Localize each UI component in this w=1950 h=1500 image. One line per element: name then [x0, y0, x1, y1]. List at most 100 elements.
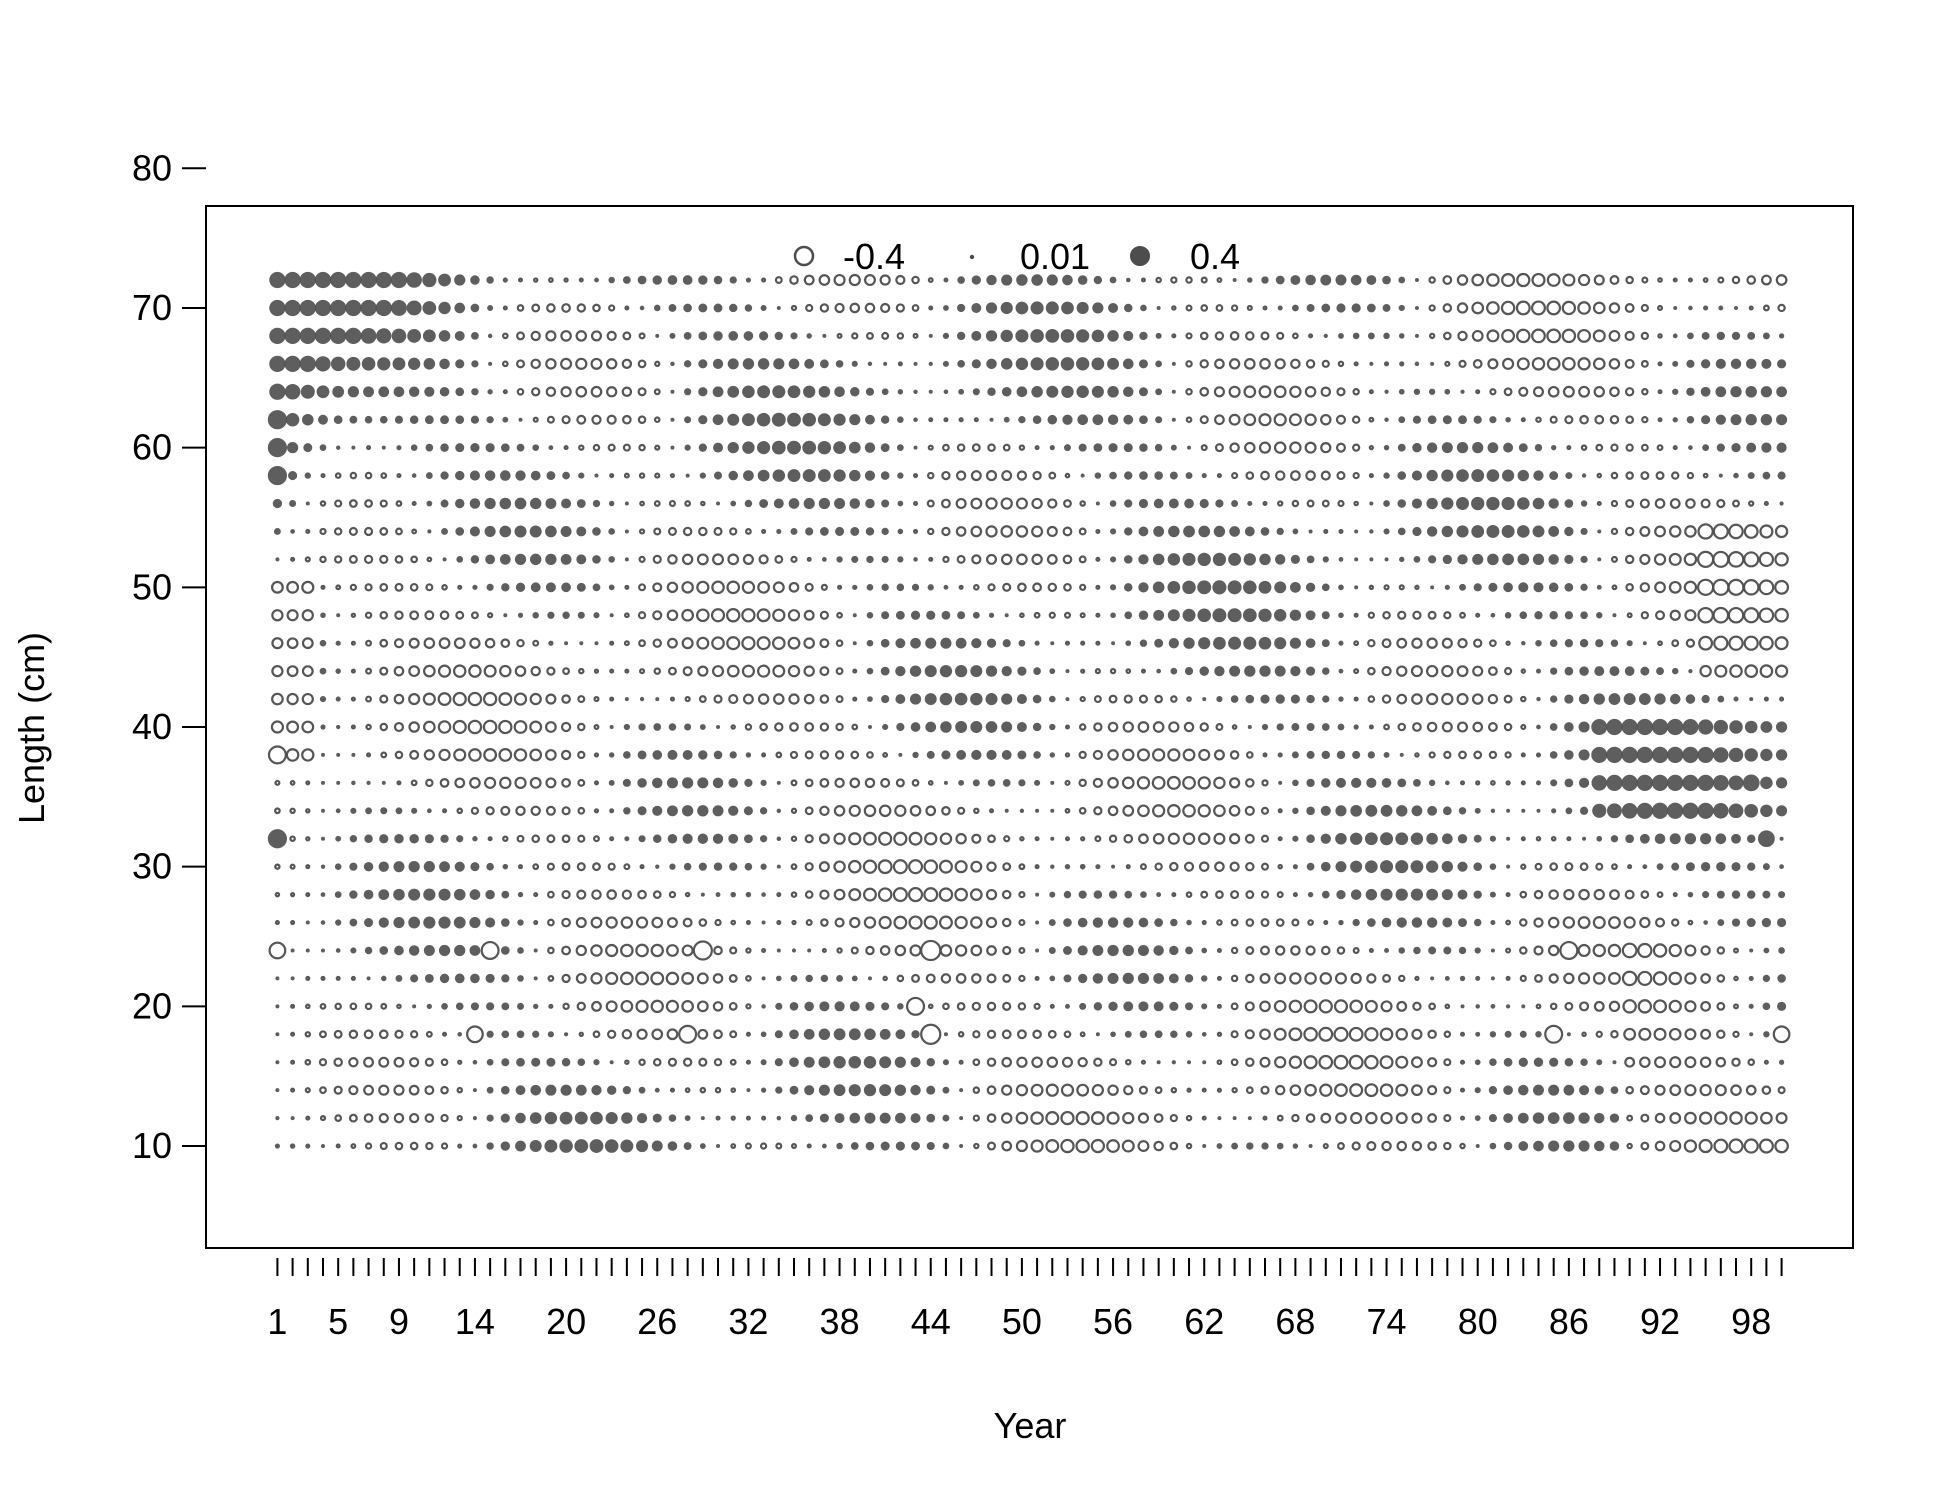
residual-bubble	[378, 917, 389, 928]
residual-bubble	[1426, 442, 1438, 453]
residual-bubble	[729, 862, 738, 871]
residual-bubble	[1592, 972, 1606, 985]
residual-bubble	[682, 749, 693, 760]
residual-bubble	[1761, 358, 1772, 369]
residual-bubble	[1595, 443, 1604, 452]
residual-bubble	[533, 920, 539, 926]
residual-bubble	[1473, 834, 1482, 843]
residual-bubble	[1170, 1030, 1178, 1039]
residual-bubble	[1549, 1057, 1559, 1067]
residual-bubble	[834, 302, 845, 314]
residual-bubble	[1368, 724, 1374, 730]
residual-bubble	[608, 500, 615, 507]
residual-bubble	[668, 499, 676, 508]
residual-bubble	[666, 581, 679, 594]
bubbles	[267, 271, 1791, 1154]
residual-bubble	[1259, 358, 1271, 370]
residual-bubble	[1292, 528, 1299, 535]
residual-bubble	[1758, 607, 1775, 624]
residual-bubble	[623, 751, 631, 759]
residual-bubble	[1333, 999, 1349, 1014]
residual-bubble	[1546, 273, 1561, 287]
residual-bubble	[1668, 580, 1682, 594]
residual-bubble	[503, 613, 508, 618]
residual-bubble	[1382, 275, 1391, 285]
residual-bubble	[1671, 667, 1679, 675]
residual-bubble	[958, 584, 964, 590]
residual-bubble	[487, 389, 493, 395]
residual-bubble	[1608, 358, 1621, 370]
residual-bubble	[911, 1030, 920, 1039]
residual-bubble	[1262, 501, 1268, 507]
residual-bubble	[1305, 359, 1316, 369]
residual-bubble	[1335, 832, 1347, 845]
residual-bubble	[1273, 385, 1287, 399]
residual-bubble	[1653, 1027, 1667, 1041]
residual-bubble	[742, 385, 755, 399]
residual-bubble	[1216, 695, 1223, 703]
residual-bubble	[1368, 416, 1375, 423]
residual-bubble	[926, 750, 935, 759]
residual-bubble	[1684, 944, 1697, 957]
residual-bubble	[745, 752, 752, 758]
residual-bubble	[1305, 1113, 1316, 1123]
residual-bubble	[1155, 276, 1162, 284]
residual-bubble	[1774, 607, 1789, 623]
residual-bubble	[440, 415, 449, 425]
residual-bubble	[698, 862, 707, 871]
residual-bubble	[320, 948, 325, 953]
residual-bubble	[1426, 469, 1438, 482]
residual-bubble	[1611, 584, 1618, 591]
residual-bubble	[1123, 555, 1133, 564]
residual-bubble	[700, 892, 705, 897]
residual-bubble	[956, 554, 966, 564]
residual-bubble	[303, 443, 313, 453]
residual-bubble	[1668, 1027, 1682, 1041]
residual-bubble	[345, 327, 362, 345]
residual-bubble	[879, 1112, 891, 1124]
residual-bubble	[1428, 332, 1436, 340]
residual-bubble	[1232, 278, 1237, 283]
residual-bubble	[833, 1084, 846, 1097]
residual-bubble	[620, 999, 634, 1013]
residual-bubble	[502, 305, 508, 311]
residual-bubble	[1516, 272, 1531, 288]
residual-bubble	[1216, 1087, 1223, 1093]
residual-bubble	[1717, 919, 1725, 927]
residual-bubble	[426, 556, 433, 563]
residual-bubble	[575, 330, 588, 342]
residual-bubble	[1760, 1111, 1773, 1125]
residual-bubble	[787, 664, 801, 678]
residual-bubble	[334, 499, 343, 508]
residual-bubble	[1076, 301, 1089, 315]
residual-bubble	[881, 1002, 890, 1011]
residual-bubble	[774, 276, 783, 284]
residual-bubble	[1125, 864, 1131, 870]
residual-bubble	[394, 1029, 404, 1039]
residual-bubble	[575, 357, 588, 370]
residual-bubble	[424, 973, 434, 983]
residual-bubble	[772, 608, 786, 622]
residual-bubble	[1154, 1030, 1163, 1039]
residual-bubble	[1517, 497, 1530, 510]
residual-bubble	[1216, 277, 1223, 283]
residual-bubble	[713, 1029, 723, 1040]
residual-bubble	[926, 471, 935, 480]
residual-bubble	[1758, 579, 1775, 596]
residual-bubble	[850, 750, 860, 760]
residual-bubble	[1457, 638, 1468, 649]
residual-bubble	[776, 892, 782, 898]
residual-bubble	[1156, 305, 1161, 310]
residual-bubble	[970, 525, 983, 538]
residual-bubble	[1668, 552, 1682, 566]
residual-bubble	[1171, 389, 1176, 394]
residual-bubble	[1318, 1054, 1334, 1070]
residual-bubble	[852, 668, 858, 674]
residual-bubble	[409, 610, 420, 621]
residual-bubble	[1292, 1143, 1299, 1149]
residual-bubble	[547, 890, 555, 899]
residual-bubble	[591, 1085, 602, 1096]
residual-bubble	[392, 357, 406, 371]
residual-bubble	[1577, 916, 1591, 929]
residual-bubble	[1108, 1001, 1118, 1012]
